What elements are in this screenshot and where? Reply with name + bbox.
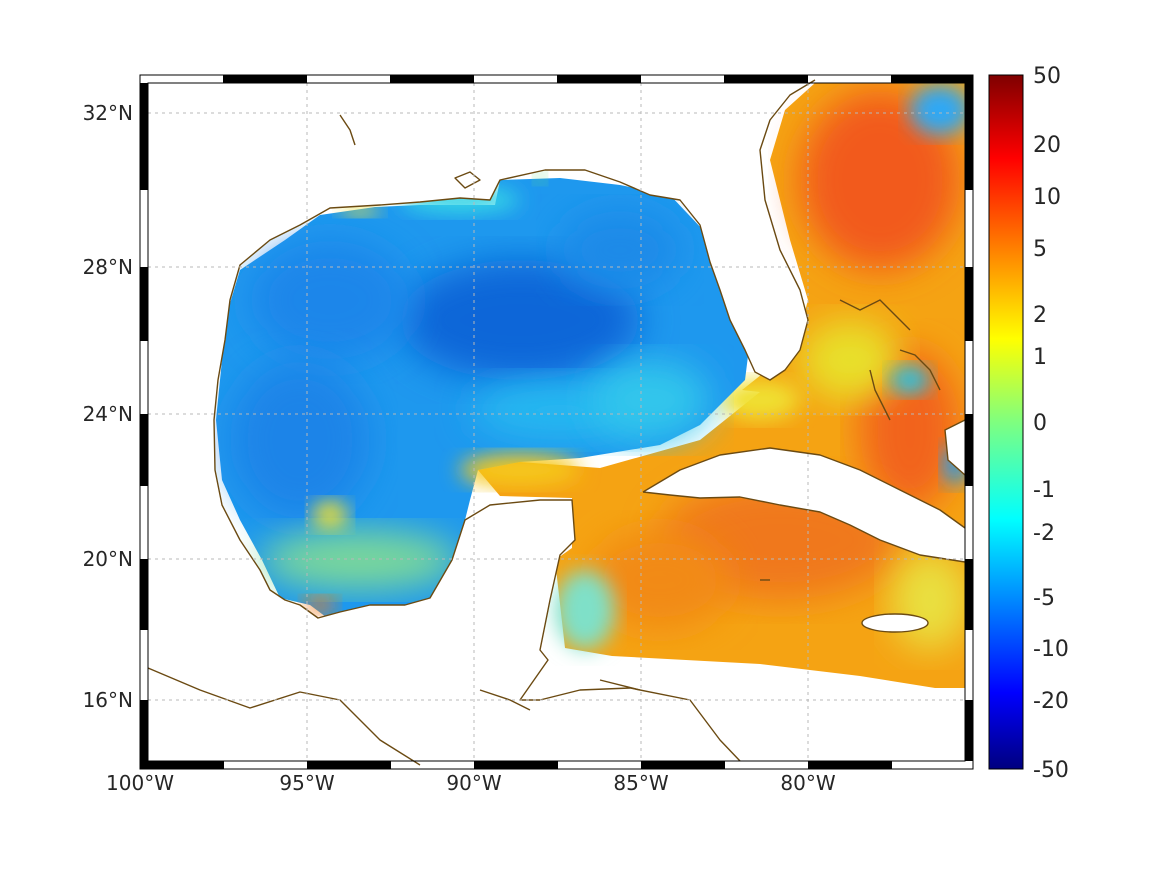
colorbar-tick-label: 20 — [1033, 133, 1061, 158]
lon-tick-label: 80°W — [780, 771, 835, 795]
colorbar-tick-label: 2 — [1033, 303, 1047, 328]
colorbar-tick-label: -20 — [1033, 689, 1069, 714]
map-frame — [139, 74, 974, 770]
colorbar: 50 20 10 5 2 1 0 -1 -2 -5 -10 -20 -50 — [988, 64, 1069, 783]
colorbar-tick-label: -2 — [1033, 521, 1055, 546]
coastlines — [147, 79, 966, 766]
colorbar-labels: 50 20 10 5 2 1 0 -1 -2 -5 -10 -20 -50 — [1033, 64, 1069, 783]
lon-tick-labels: 100°W 95°W 90°W 85°W 80°W — [106, 771, 836, 795]
cuba-land — [643, 448, 965, 562]
land-mask — [148, 83, 965, 761]
lon-tick-label: 100°W — [106, 771, 174, 795]
colorbar-tick-label: 50 — [1033, 64, 1061, 89]
lon-tick-label: 90°W — [446, 771, 501, 795]
colorbar-tick-label: 1 — [1033, 345, 1047, 370]
colorbar-gradient — [988, 74, 1024, 770]
colorbar-tick-label: 5 — [1033, 237, 1047, 262]
lat-tick-label: 16°N — [83, 688, 133, 712]
lat-tick-label: 32°N — [83, 101, 133, 125]
graticule — [148, 83, 965, 761]
jamaica-land — [862, 614, 928, 632]
lat-tick-label: 28°N — [83, 255, 133, 279]
florida-land — [148, 83, 815, 650]
lon-tick-label: 85°W — [613, 771, 668, 795]
lon-tick-label: 95°W — [279, 771, 334, 795]
colorbar-tick-label: -5 — [1033, 586, 1055, 611]
colorbar-tick-label: 10 — [1033, 185, 1061, 210]
colorbar-tick-label: -10 — [1033, 637, 1069, 662]
colorbar-tick-label: 0 — [1033, 411, 1047, 436]
colorbar-tick-label: -50 — [1033, 758, 1069, 783]
central-america-land — [148, 650, 740, 761]
lat-tick-labels: 32°N 28°N 24°N 20°N 16°N — [83, 101, 133, 712]
lat-tick-label: 20°N — [83, 547, 133, 571]
lat-tick-label: 24°N — [83, 402, 133, 426]
colorbar-tick-label: -1 — [1033, 478, 1055, 503]
